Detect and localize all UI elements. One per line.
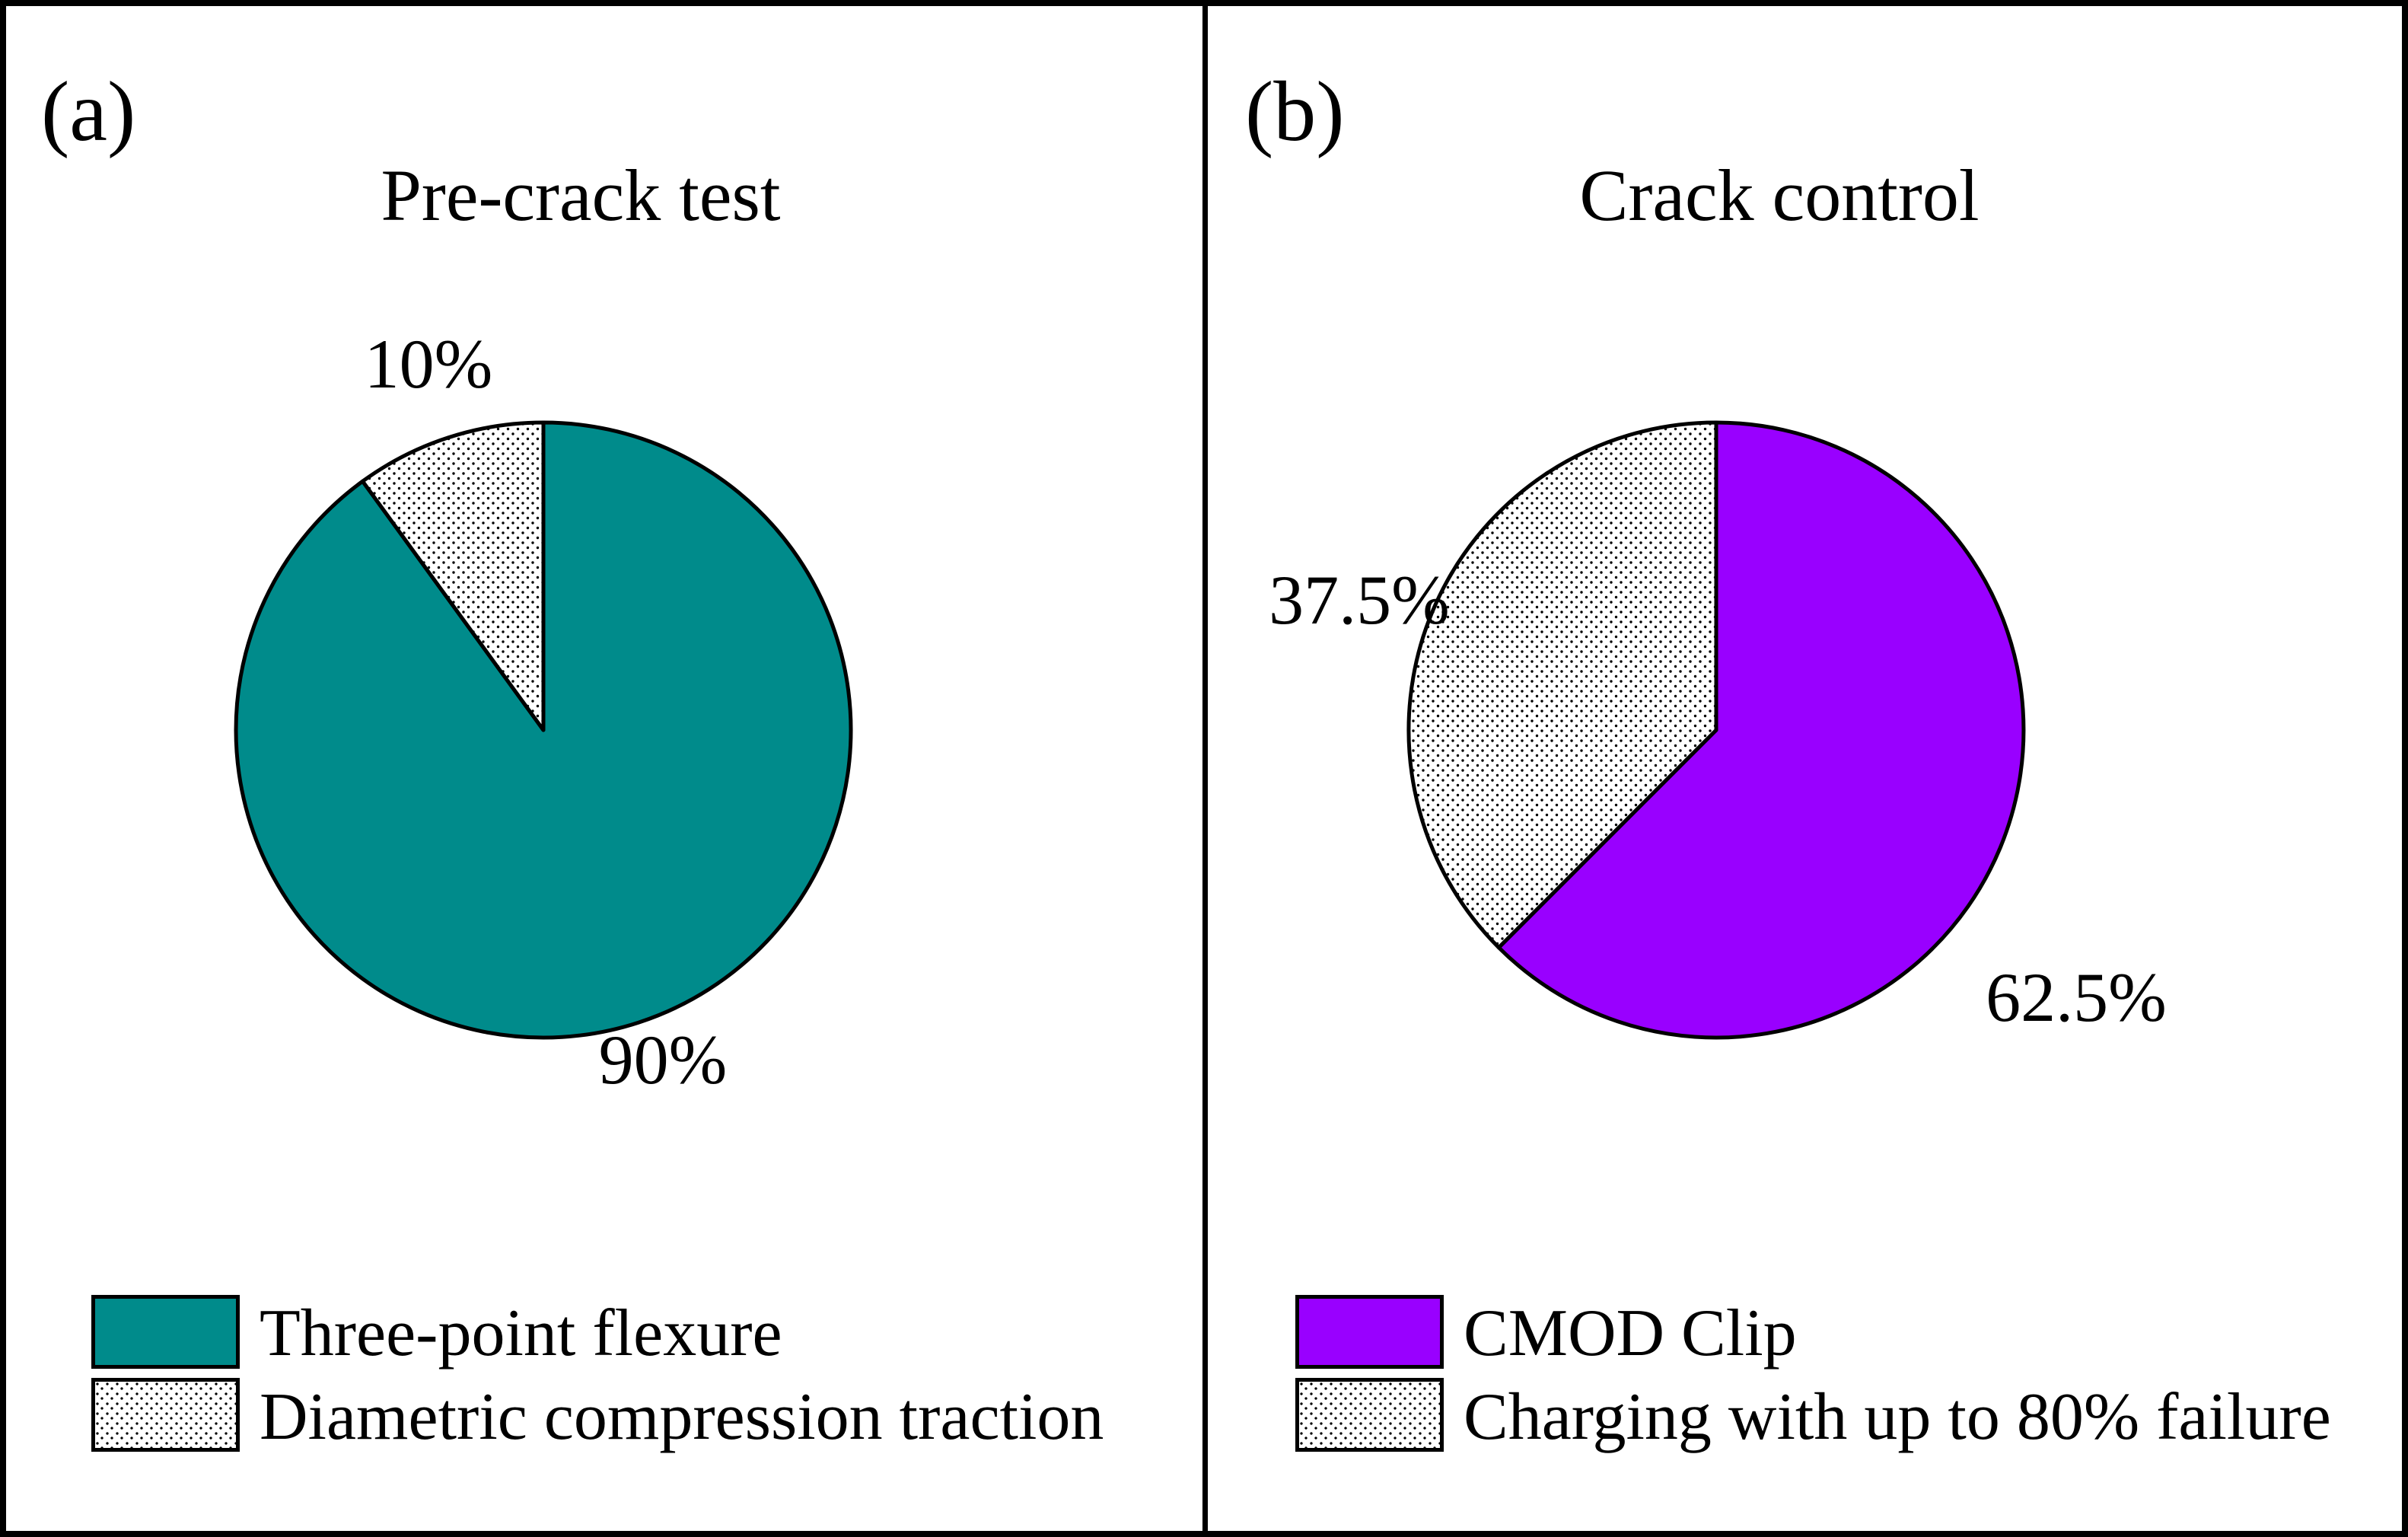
pie-a-label-10: 10% (364, 325, 493, 403)
legend-b-swatch-cmod-clip (1295, 1295, 1444, 1369)
pie-a (234, 420, 853, 1040)
legend-a-swatch-three-point-flexure (91, 1295, 240, 1369)
pie-a-slice-diametric-compression (361, 420, 546, 732)
legend-a-label-diametric-compression: Diametric compression traction (260, 1380, 1104, 1454)
panel-b-tag: (b) (1245, 65, 1345, 159)
pie-charts-canvas (234, 420, 2026, 1040)
legend-a-label-three-point-flexure: Three-point flexure (260, 1296, 782, 1370)
pie-a-title: Pre-crack test (381, 155, 781, 236)
pie-b-slice-charging (1406, 420, 1718, 950)
legend-b-label-charging: Charging with up to 80% failure (1464, 1380, 2331, 1454)
pie-b-title: Crack control (1579, 155, 1980, 236)
legend-a-swatch-diametric-compression (91, 1378, 240, 1452)
legend-b-swatch-charging (1295, 1378, 1444, 1452)
pie-b-slice-cmod-clip (1496, 420, 2026, 1040)
pie-b-label-62-5: 62.5% (1986, 958, 2167, 1036)
pie-a-label-90: 90% (598, 1021, 728, 1099)
legend-b-label-cmod-clip: CMOD Clip (1464, 1296, 1797, 1370)
panel-a-tag: (a) (41, 65, 136, 159)
panel-divider (1202, 6, 1208, 1531)
pie-b (1406, 420, 2026, 1040)
pie-b-label-37-5: 37.5% (1269, 561, 1450, 639)
